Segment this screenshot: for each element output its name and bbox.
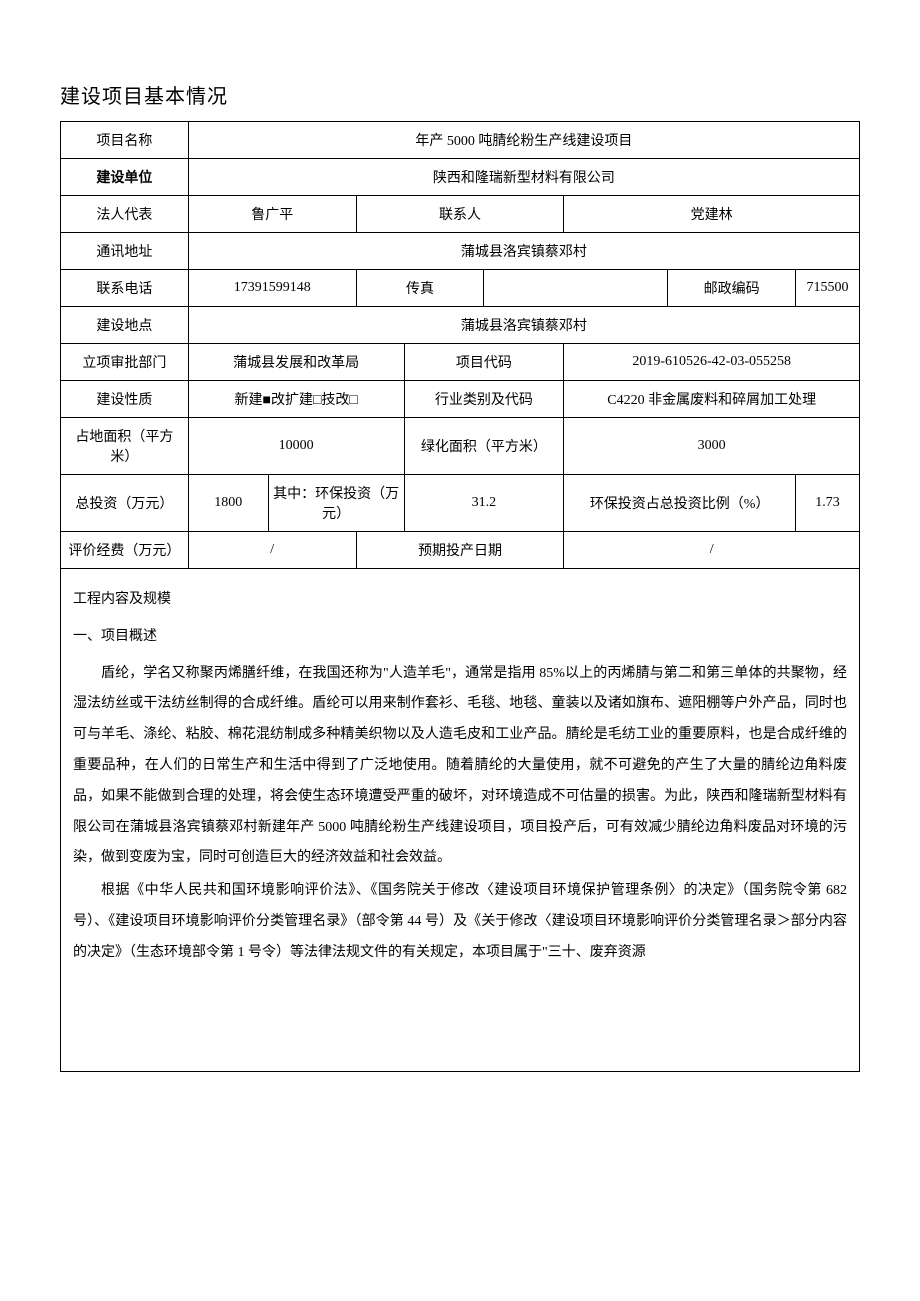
narrative-heading-1: 工程内容及规模 [73,585,847,616]
label-env-investment: 其中：环保投资（万元） [268,475,404,532]
label-construction-unit: 建设单位 [61,159,189,196]
narrative-para-2: 根据《中华人民共和国环境影响评价法》、《国务院关于修改〈建设项目环境保护管理条例… [73,876,847,968]
label-phone: 联系电话 [61,270,189,307]
value-construction-site: 蒲城县洛宾镇蔡邓村 [188,307,859,344]
value-phone: 17391599148 [188,270,356,307]
table-row: 项目名称 年产 5000 吨腈纶粉生产线建设项目 [61,122,860,159]
value-contact-person: 党建林 [564,196,860,233]
label-project-code: 项目代码 [404,344,564,381]
value-construction-unit: 陕西和隆瑞新型材料有限公司 [188,159,859,196]
value-postal-code: 715500 [796,270,860,307]
label-legal-rep: 法人代表 [61,196,189,233]
value-legal-rep: 鲁广平 [188,196,356,233]
value-approval-dept: 蒲城县发展和改革局 [188,344,404,381]
narrative-section: 工程内容及规模 一、项目概述 盾纶，学名又称聚丙烯膳纤维，在我国还称为"人造羊毛… [60,569,860,1072]
project-info-table: 项目名称 年产 5000 吨腈纶粉生产线建设项目 建设单位 陕西和隆瑞新型材料有… [60,121,860,569]
value-eval-fee: / [188,532,356,569]
narrative-heading-2: 一、项目概述 [73,622,847,653]
table-row: 建设单位 陕西和隆瑞新型材料有限公司 [61,159,860,196]
label-construction-nature: 建设性质 [61,381,189,418]
label-fax: 传真 [356,270,484,307]
table-row: 立项审批部门 蒲城县发展和改革局 项目代码 2019-610526-42-03-… [61,344,860,381]
label-address: 通讯地址 [61,233,189,270]
label-approval-dept: 立项审批部门 [61,344,189,381]
value-land-area: 10000 [188,418,404,475]
value-production-date: / [564,532,860,569]
label-green-area: 绿化面积（平方米） [404,418,564,475]
table-row: 联系电话 17391599148 传真 邮政编码 715500 [61,270,860,307]
value-project-code: 2019-610526-42-03-055258 [564,344,860,381]
value-total-investment: 1800 [188,475,268,532]
page-title: 建设项目基本情况 [60,80,860,109]
table-row: 法人代表 鲁广平 联系人 党建林 [61,196,860,233]
label-project-name: 项目名称 [61,122,189,159]
table-row: 通讯地址 蒲城县洛宾镇蔡邓村 [61,233,860,270]
label-postal-code: 邮政编码 [668,270,796,307]
label-construction-site: 建设地点 [61,307,189,344]
label-contact-person: 联系人 [356,196,564,233]
narrative-para-1: 盾纶，学名又称聚丙烯膳纤维，在我国还称为"人造羊毛"，通常是指用 85%以上的丙… [73,659,847,875]
value-env-ratio: 1.73 [796,475,860,532]
value-fax [484,270,668,307]
label-eval-fee: 评价经费（万元） [61,532,189,569]
value-construction-nature: 新建■改扩建□技改□ [188,381,404,418]
value-industry-category: C4220 非金属废料和碎屑加工处理 [564,381,860,418]
table-row: 建设性质 新建■改扩建□技改□ 行业类别及代码 C4220 非金属废料和碎屑加工… [61,381,860,418]
table-row: 评价经费（万元） / 预期投产日期 / [61,532,860,569]
value-project-name: 年产 5000 吨腈纶粉生产线建设项目 [188,122,859,159]
value-address: 蒲城县洛宾镇蔡邓村 [188,233,859,270]
label-production-date: 预期投产日期 [356,532,564,569]
value-green-area: 3000 [564,418,860,475]
label-env-ratio: 环保投资占总投资比例（%） [564,475,796,532]
label-industry-category: 行业类别及代码 [404,381,564,418]
label-total-investment: 总投资（万元） [61,475,189,532]
label-land-area: 占地面积（平方米） [61,418,189,475]
value-env-investment: 31.2 [404,475,564,532]
table-row: 占地面积（平方米） 10000 绿化面积（平方米） 3000 [61,418,860,475]
table-row: 总投资（万元） 1800 其中：环保投资（万元） 31.2 环保投资占总投资比例… [61,475,860,532]
table-row: 建设地点 蒲城县洛宾镇蔡邓村 [61,307,860,344]
